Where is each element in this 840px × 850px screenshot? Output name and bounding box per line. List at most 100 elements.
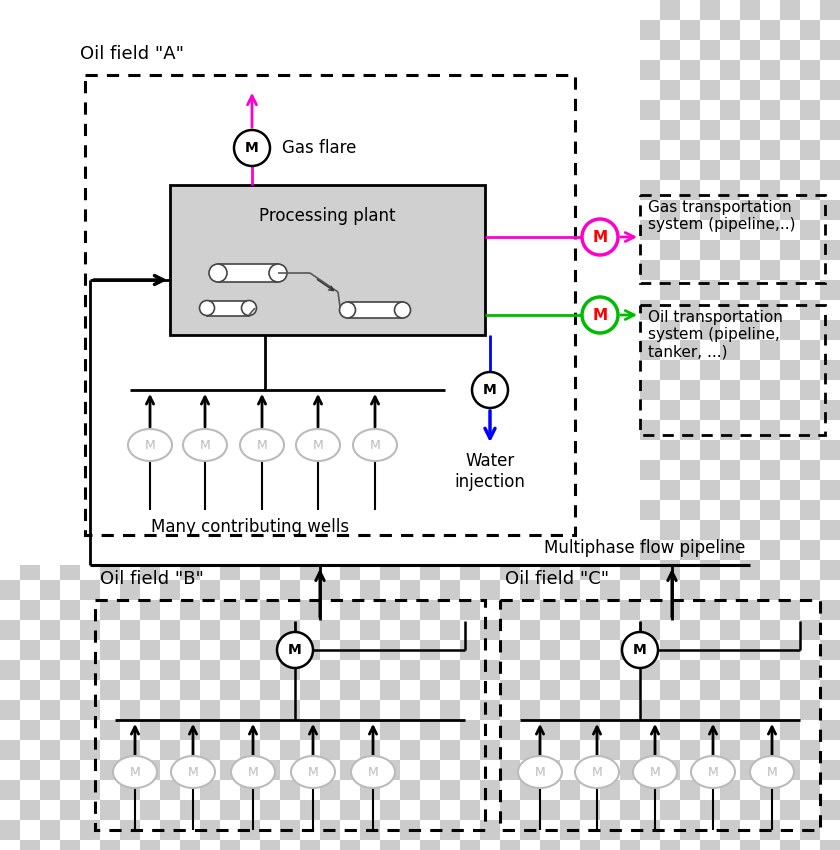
Bar	[0, 760, 20, 780]
Bar	[220, 300, 240, 320]
Bar	[440, 240, 460, 260]
Bar	[400, 200, 420, 220]
Bar	[300, 500, 320, 520]
Bar	[540, 460, 560, 480]
Ellipse shape	[691, 756, 735, 788]
Bar	[40, 260, 60, 280]
Bar	[240, 600, 260, 620]
Bar	[220, 400, 240, 420]
Text: M: M	[257, 439, 267, 451]
Bar	[600, 640, 620, 660]
Bar	[0, 80, 20, 100]
Bar	[280, 360, 300, 380]
Bar	[680, 160, 700, 180]
Bar	[400, 780, 420, 800]
Bar	[200, 460, 220, 480]
Bar	[540, 500, 560, 520]
Bar	[540, 660, 560, 680]
Bar	[220, 560, 240, 580]
Bar	[740, 820, 760, 840]
Bar	[100, 320, 120, 340]
Bar	[220, 600, 240, 620]
Bar	[480, 320, 500, 340]
Bar	[400, 440, 420, 460]
Bar	[520, 60, 540, 80]
Bar	[240, 460, 260, 480]
Bar	[420, 20, 440, 40]
Bar	[140, 600, 160, 620]
Bar	[600, 380, 620, 400]
Bar	[720, 240, 740, 260]
Bar	[320, 380, 340, 400]
Bar	[640, 720, 660, 740]
Circle shape	[209, 264, 227, 282]
Bar	[120, 820, 140, 840]
Bar	[60, 200, 80, 220]
Bar	[60, 240, 80, 260]
Bar	[60, 60, 80, 80]
Bar	[460, 820, 480, 840]
Bar	[500, 420, 520, 440]
Bar	[100, 720, 120, 740]
Bar	[340, 240, 360, 260]
Bar	[360, 800, 380, 820]
Bar	[820, 480, 840, 500]
Bar	[780, 460, 800, 480]
Bar	[440, 160, 460, 180]
Bar	[80, 820, 100, 840]
Bar	[0, 500, 20, 520]
Bar	[380, 140, 400, 160]
Bar	[620, 620, 640, 640]
Bar	[820, 760, 840, 780]
Bar	[60, 180, 80, 200]
Bar	[140, 420, 160, 440]
Bar	[160, 400, 180, 420]
Bar	[540, 520, 560, 540]
Bar	[200, 280, 220, 300]
Bar	[220, 80, 240, 100]
Bar	[440, 600, 460, 620]
Ellipse shape	[633, 756, 677, 788]
Bar	[440, 340, 460, 360]
Bar	[320, 580, 340, 600]
Bar	[680, 720, 700, 740]
Bar	[600, 620, 620, 640]
Bar	[160, 320, 180, 340]
Bar	[680, 260, 700, 280]
Bar	[700, 560, 720, 580]
Bar	[440, 520, 460, 540]
Bar	[220, 320, 240, 340]
Bar	[180, 80, 200, 100]
Bar	[680, 800, 700, 820]
Bar	[380, 800, 400, 820]
Text: M: M	[245, 141, 259, 155]
Bar	[520, 100, 540, 120]
Bar	[680, 400, 700, 420]
Bar	[800, 520, 820, 540]
Bar	[600, 260, 620, 280]
Bar	[300, 780, 320, 800]
Text: M: M	[592, 308, 607, 322]
Bar	[240, 440, 260, 460]
Text: M: M	[707, 766, 718, 779]
Bar	[540, 80, 560, 100]
Bar	[100, 460, 120, 480]
Bar	[320, 820, 340, 840]
Bar	[540, 60, 560, 80]
Bar	[780, 380, 800, 400]
Bar	[0, 620, 20, 640]
Bar	[580, 800, 600, 820]
Bar	[200, 40, 220, 60]
Bar	[300, 540, 320, 560]
Bar	[240, 180, 260, 200]
Bar	[540, 440, 560, 460]
Bar	[348, 302, 402, 318]
Bar	[280, 480, 300, 500]
Bar	[600, 740, 620, 760]
Bar	[320, 720, 340, 740]
Text: M: M	[144, 439, 155, 451]
Bar	[560, 700, 580, 720]
Bar	[760, 420, 780, 440]
Bar	[360, 460, 380, 480]
Bar	[380, 360, 400, 380]
